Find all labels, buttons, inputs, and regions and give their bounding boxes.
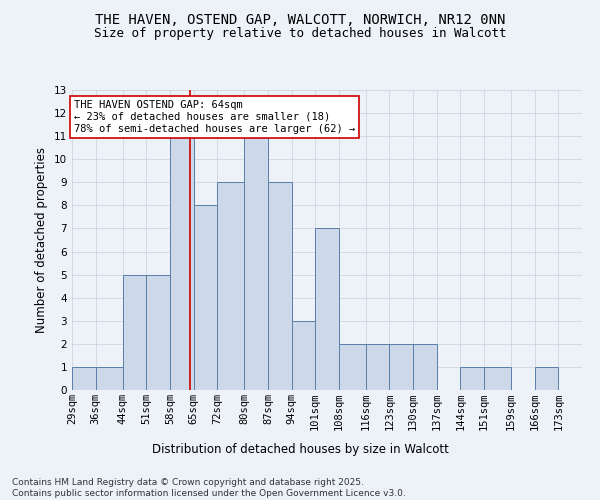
Text: THE HAVEN OSTEND GAP: 64sqm
← 23% of detached houses are smaller (18)
78% of sem: THE HAVEN OSTEND GAP: 64sqm ← 23% of det…	[74, 100, 355, 134]
Bar	[460, 367, 484, 390]
Bar	[339, 344, 366, 390]
Y-axis label: Number of detached properties: Number of detached properties	[35, 147, 49, 333]
Bar	[72, 367, 95, 390]
Bar	[413, 344, 437, 390]
Bar	[535, 367, 559, 390]
Bar	[389, 344, 413, 390]
Text: Contains HM Land Registry data © Crown copyright and database right 2025.
Contai: Contains HM Land Registry data © Crown c…	[12, 478, 406, 498]
Text: Size of property relative to detached houses in Walcott: Size of property relative to detached ho…	[94, 28, 506, 40]
Bar	[244, 136, 268, 390]
Text: THE HAVEN, OSTEND GAP, WALCOTT, NORWICH, NR12 0NN: THE HAVEN, OSTEND GAP, WALCOTT, NORWICH,…	[95, 12, 505, 26]
Bar	[268, 182, 292, 390]
Bar	[217, 182, 244, 390]
Bar	[122, 274, 146, 390]
Bar	[484, 367, 511, 390]
Bar	[170, 136, 194, 390]
Bar	[366, 344, 389, 390]
Text: Distribution of detached houses by size in Walcott: Distribution of detached houses by size …	[152, 442, 448, 456]
Bar	[194, 206, 217, 390]
Bar	[146, 274, 170, 390]
Bar	[95, 367, 122, 390]
Bar	[315, 228, 339, 390]
Bar	[292, 321, 315, 390]
